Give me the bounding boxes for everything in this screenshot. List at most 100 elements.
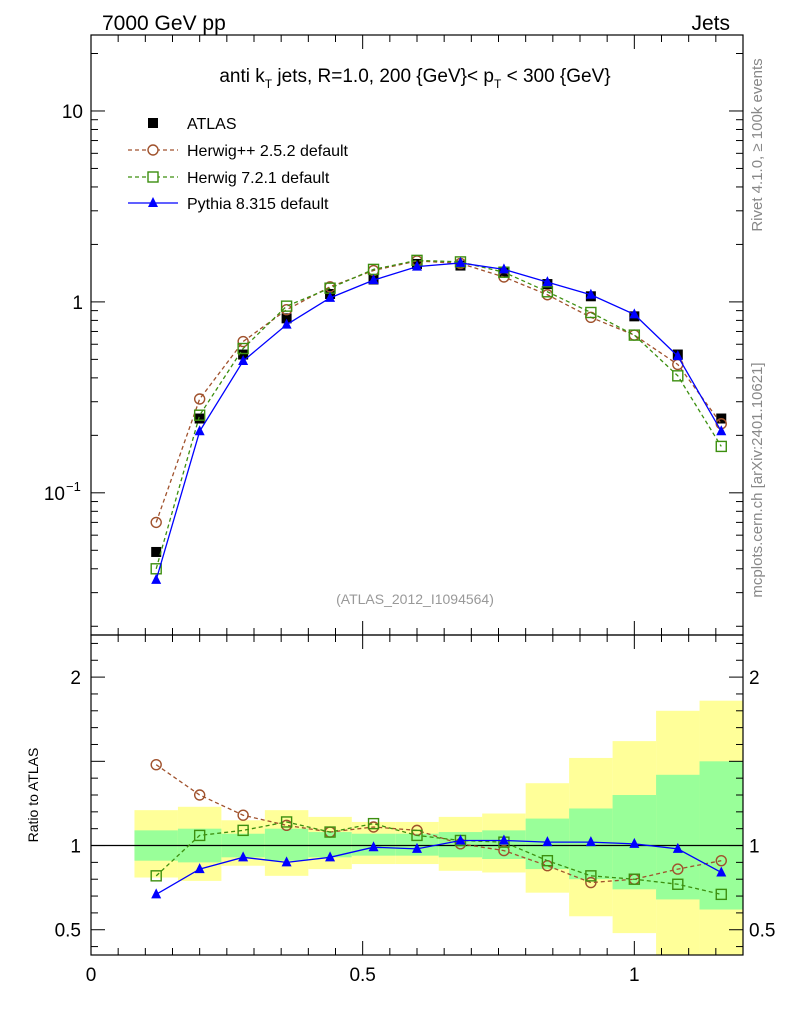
header-right-label: Jets <box>691 12 730 35</box>
ratio-point-herwig-7-2-1-default <box>193 829 206 842</box>
legend-label-herwig7: Herwig 7.2.1 default <box>187 170 330 187</box>
main-point-pythia-8-315-default <box>325 291 336 302</box>
ratio-point-herwig-7-2-1-default <box>411 829 423 842</box>
main-point-herwig-7-2-1-default <box>672 370 684 382</box>
ratio-y-tick-label-right: 1 <box>749 837 760 858</box>
ratio-band-green <box>264 828 309 861</box>
ratio-point-herwig-7-2-1-default <box>585 870 597 882</box>
main-point-atlas <box>281 313 292 324</box>
ratio-point-pythia-8-315-default <box>455 834 466 845</box>
main-point-pythia-8-315-default <box>585 288 596 299</box>
main-point-atlas <box>151 546 162 557</box>
ratio-point-herwig-2-5-2-default <box>715 854 727 867</box>
ratio-point-pythia-8-315-default <box>542 836 553 847</box>
ratio-y-tick-label: 2 <box>70 668 81 689</box>
chart-title: anti kT jets, R=1.0, 200 {GeV}< pT < 300… <box>219 66 610 91</box>
main-point-herwig-2-5-2-default <box>237 335 249 348</box>
ratio-point-herwig-7-2-1-default <box>367 817 380 830</box>
main-point-herwig-2-5-2-default <box>150 516 162 529</box>
legend-marker-atlas <box>148 118 158 128</box>
ratio-point-pythia-8-315-default <box>281 856 292 867</box>
legend-label-atlas: ATLAS <box>187 116 237 133</box>
main-y-tick-label: 10 <box>44 484 65 505</box>
main-point-herwig-2-5-2-default <box>628 329 641 341</box>
ratio-point-pythia-8-315-default <box>498 834 509 845</box>
analysis-id-label: (ATLAS_2012_I1094564) <box>336 591 494 607</box>
ratio-point-herwig-2-5-2-default <box>193 789 206 801</box>
main-series-line-herwig-7-2-1-default <box>155 259 722 569</box>
ratio-y-axis-label: Ratio to ATLAS <box>25 748 41 843</box>
main-point-herwig-2-5-2-default <box>193 393 206 405</box>
ratio-y-tick-label-right: 0.5 <box>749 921 775 942</box>
ratio-point-pythia-8-315-default <box>194 863 205 874</box>
ratio-point-herwig-2-5-2-default <box>672 863 684 875</box>
ratio-y-tick-label-right: 2 <box>749 668 760 689</box>
ratio-point-herwig-2-5-2-default <box>585 876 597 889</box>
ratio-panel: 0 0.5 1 2 2 1 1 0.5 0.5 <box>55 634 775 986</box>
main-point-pythia-8-315-default <box>194 425 205 436</box>
legend-marker-herwig7 <box>147 171 159 183</box>
main-point-pythia-8-315-default <box>629 308 640 319</box>
legend-label-pythia: Pythia 8.315 default <box>187 196 329 213</box>
ratio-point-pythia-8-315-default <box>238 851 249 862</box>
main-point-atlas <box>194 413 205 424</box>
ratio-y-tick-label: 0.5 <box>55 921 81 942</box>
main-point-pythia-8-315-default <box>455 256 466 267</box>
ratio-band-green <box>656 774 700 900</box>
main-point-herwig-7-2-1-default <box>715 440 727 453</box>
ratio-point-pythia-8-315-default <box>151 888 162 899</box>
ratio-point-herwig-7-2-1-default <box>324 826 336 838</box>
main-point-herwig-7-2-1-default <box>280 300 293 312</box>
ratio-point-pythia-8-315-default <box>629 837 640 848</box>
title-sub-a: T <box>265 77 273 91</box>
main-point-herwig-7-2-1-default <box>541 286 554 298</box>
main-point-pythia-8-315-default <box>151 573 162 584</box>
main-point-pythia-8-315-default <box>238 355 249 366</box>
rivet-version-label: Rivet 4.1.0, ≥ 100k events <box>749 58 766 231</box>
ratio-series-line-pythia-8-315-default <box>155 839 722 895</box>
legend-label-herwigpp: Herwig++ 2.5.2 default <box>187 143 349 160</box>
ratio-point-pythia-8-315-default <box>585 836 596 847</box>
ratio-point-pythia-8-315-default <box>412 842 422 853</box>
main-point-pythia-8-315-default <box>498 263 509 274</box>
main-point-pythia-8-315-default <box>412 260 422 271</box>
ratio-point-herwig-7-2-1-default <box>715 888 727 901</box>
ratio-band-green <box>699 761 743 910</box>
main-series-line-pythia-8-315-default <box>155 262 722 581</box>
ratio-point-herwig-2-5-2-default <box>498 844 510 857</box>
ratio-point-herwig-7-2-1-default <box>672 878 684 890</box>
ratio-point-pythia-8-315-default <box>716 866 727 877</box>
ratio-point-herwig-7-2-1-default <box>628 873 641 885</box>
main-point-herwig-7-2-1-default <box>628 329 641 341</box>
main-point-herwig-7-2-1-default <box>150 563 162 575</box>
ratio-point-herwig-2-5-2-default <box>150 758 162 771</box>
header-left-label: 7000 GeV pp <box>102 12 226 35</box>
main-point-herwig-7-2-1-default <box>193 409 206 421</box>
legend-marker-pythia <box>148 197 158 207</box>
main-point-pythia-8-315-default <box>368 274 379 285</box>
ratio-point-herwig-2-5-2-default <box>237 809 249 821</box>
ratio-series-line-herwig-2-5-2-default <box>155 764 722 884</box>
legend-marker-herwigpp <box>147 144 159 156</box>
ratio-point-herwig-7-2-1-default <box>150 870 162 882</box>
mcplots-label: mcplots.cern.ch [arXiv:2401.10621] <box>749 362 766 597</box>
title-sub-b: T <box>494 77 502 91</box>
main-y-tick-label: 10 <box>62 102 83 123</box>
main-point-pythia-8-315-default <box>716 425 727 436</box>
ratio-point-herwig-7-2-1-default <box>280 816 293 828</box>
main-y-tick-label: 1 <box>72 293 83 314</box>
title-part-a: anti k <box>219 66 265 87</box>
main-point-pythia-8-315-default <box>672 350 683 361</box>
title-part-b: jets, R=1.0, 200 {GeV}< p <box>272 66 494 87</box>
main-point-herwig-7-2-1-default <box>237 342 249 355</box>
ratio-series-line-herwig-7-2-1-default <box>155 821 722 896</box>
ratio-x-tick-label: 0 <box>86 965 97 986</box>
main-point-herwig-7-2-1-default <box>585 306 597 319</box>
ratio-point-herwig-7-2-1-default <box>541 854 554 867</box>
ratio-x-tick-label: 1 <box>629 965 640 986</box>
ratio-point-herwig-7-2-1-default <box>237 824 249 837</box>
main-y-tick-exponent: −1 <box>66 479 81 494</box>
main-point-pythia-8-315-default <box>542 276 553 287</box>
ratio-y-tick-label: 1 <box>70 837 81 858</box>
